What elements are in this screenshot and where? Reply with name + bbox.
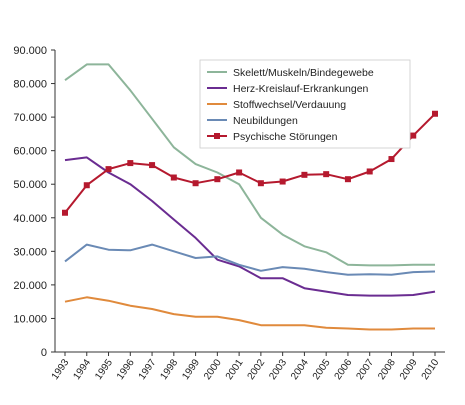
series-line-stoffwechsel-verdauung [64,296,435,331]
data-point-psychische-st-rungen [62,209,68,216]
data-point-psychische-st-rungen [344,176,351,183]
series-line-psychische-st-rungen [64,113,436,214]
legend-label-stoffwechsel-verdauung: Stoffwechsel/Verdauung [233,99,346,111]
chart-axes [54,50,445,353]
data-point-psychische-st-rungen [105,166,112,173]
y-tick-label: 20.000 [13,280,47,292]
data-point-psychische-st-rungen [432,110,438,117]
y-tick-label: 60.000 [13,146,47,158]
data-point-psychische-st-rungen [127,160,134,167]
data-point-psychische-st-rungen [323,171,330,178]
y-axis-ticks: 0 10.000 20.000 30.000 40.000 50.000 60.000 70.… [13,45,55,359]
data-point-psychische-st-rungen [388,156,395,163]
y-tick-label: 90.000 [13,45,47,57]
y-tick-label: 80.000 [13,79,47,91]
data-point-psychische-st-rungen [236,169,243,176]
series-line-herz-kreislauf-erkrankungen [64,156,436,297]
legend-label-herz-kreislauf-erkrankungen: Herz-Kreislauf-Erkrankungen [233,83,369,95]
y-tick-label: 10.000 [13,313,47,325]
data-point-psychische-st-rungen [366,168,373,175]
y-tick-label: 30.000 [13,246,47,258]
chart-series [62,63,438,331]
legend-marker-psychische-st-rungen [214,133,220,139]
y-tick-label: 0 [41,347,47,359]
legend-label-neubildungen: Neubildungen [233,115,298,127]
y-tick-label: 40.000 [13,213,47,225]
data-point-psychische-st-rungen [214,176,221,183]
series-line-skelett-muskeln-bindegewebe [64,63,435,267]
data-point-psychische-st-rungen [192,180,199,187]
data-point-psychische-st-rungen [170,174,177,181]
legend-label-skelett-muskeln-bindegewebe: Skelett/Muskeln/Bindegewebe [233,67,374,79]
chart-legend: Skelett/Muskeln/Bindegewebe Herz-Kreislau… [199,59,411,149]
y-tick-label: 50.000 [13,179,47,191]
data-point-psychische-st-rungen [83,182,90,189]
data-point-psychische-st-rungen [279,178,286,185]
y-tick-label: 70.000 [13,112,47,124]
series-line-neubildungen [64,243,436,276]
legend-label-psychische-st-rungen: Psychische Störungen [233,131,338,143]
data-point-psychische-st-rungen [149,162,156,169]
data-point-psychische-st-rungen [410,132,417,139]
legend-box [199,59,411,149]
data-point-psychische-st-rungen [301,171,308,178]
data-point-psychische-st-rungen [257,180,264,187]
